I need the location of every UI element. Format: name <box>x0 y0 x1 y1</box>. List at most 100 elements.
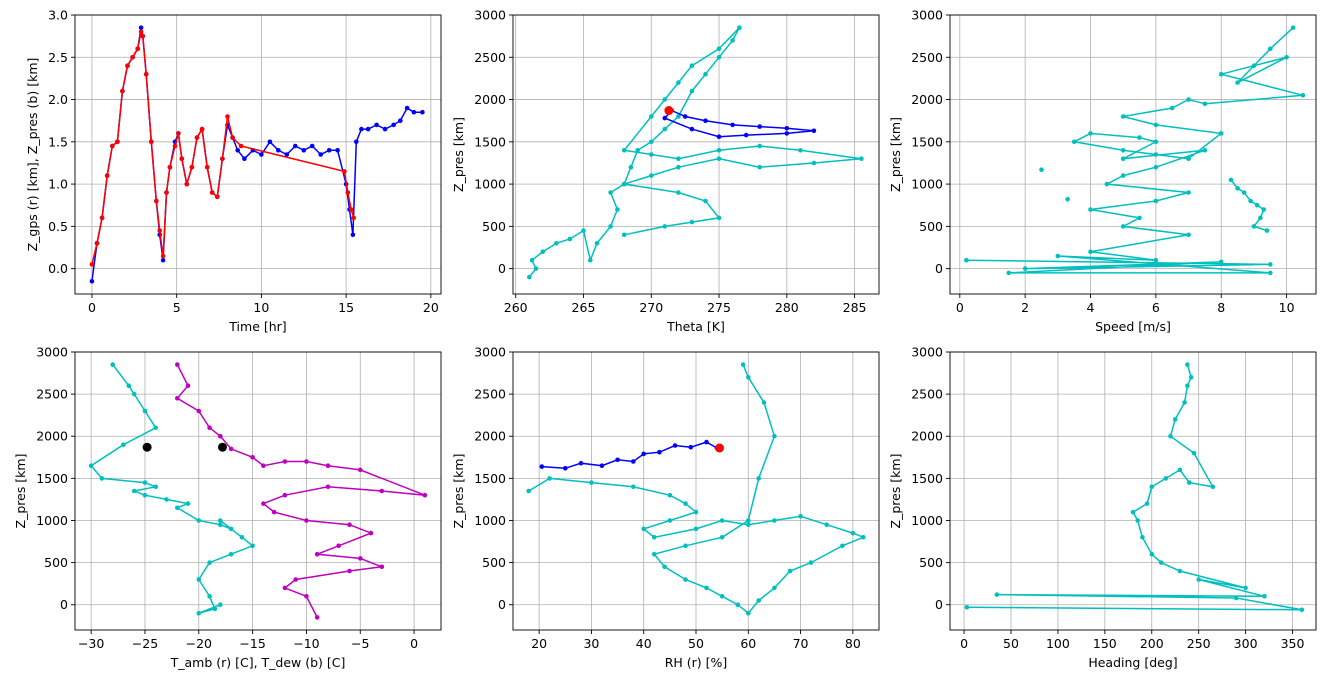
series-1-point <box>588 257 593 263</box>
series-1-point <box>761 400 767 405</box>
series-2-point <box>342 169 347 174</box>
series-1-point <box>594 241 600 246</box>
series-1-point <box>740 362 746 367</box>
series-1-point <box>207 560 212 565</box>
series-2-point <box>314 615 320 620</box>
x-tick-label: 275 <box>707 300 731 315</box>
series-2-point <box>348 207 354 212</box>
series-1-point <box>142 492 148 498</box>
y-tick-label: 3000 <box>474 345 506 360</box>
series-1-point <box>1290 25 1296 31</box>
series-1-point <box>1153 152 1159 157</box>
y-axis-label: Z_pres [km] <box>13 454 28 529</box>
series-1-point <box>391 122 396 128</box>
series-1-point <box>1163 476 1169 481</box>
series-1-point <box>589 480 594 485</box>
series-1-point <box>756 476 761 481</box>
series-1-point <box>1218 131 1224 136</box>
x-tick-label: −10 <box>293 636 319 651</box>
series-1-point <box>859 156 864 161</box>
series-1-point <box>374 122 379 128</box>
series-1-point <box>1169 105 1175 111</box>
series-1-point <box>635 148 640 153</box>
y-tick-label: 3000 <box>474 8 506 23</box>
series-2-point <box>110 143 115 149</box>
x-tick-label: 4 <box>1087 300 1095 315</box>
series-1-point <box>1140 535 1145 540</box>
series-1-point <box>239 535 245 540</box>
plot-area <box>88 362 428 620</box>
series-1-point <box>1191 450 1197 456</box>
series-1-point <box>1153 198 1159 204</box>
series-2-point <box>422 492 428 498</box>
series-1-point <box>382 126 388 132</box>
series-1-point <box>1104 181 1110 187</box>
series-2-point <box>94 241 100 246</box>
series-1-point <box>207 594 212 599</box>
series-2-point <box>184 181 190 187</box>
series-1-point <box>746 610 751 616</box>
y-tick-label: 1500 <box>911 134 943 149</box>
plot-area <box>526 362 866 616</box>
series-1-point <box>131 488 137 494</box>
series-1-point <box>772 518 777 523</box>
axes-frame <box>949 14 1317 295</box>
series-2-point <box>304 518 309 523</box>
series-2-point <box>1235 186 1240 191</box>
series-2-point <box>282 459 288 464</box>
series-2-point <box>125 63 130 68</box>
series-2-point <box>220 156 225 161</box>
series-1-point <box>527 274 532 280</box>
series-1-point <box>160 257 166 263</box>
series-1-point <box>746 522 751 527</box>
y-axis-label: Z_pres [km] <box>451 454 466 529</box>
x-tick-label: 270 <box>639 300 663 315</box>
y-axis-label: Z_pres [km] <box>888 117 903 192</box>
series-3-point <box>715 443 724 453</box>
y-tick-label: 2.5 <box>48 50 68 65</box>
series-1-point <box>649 114 654 119</box>
series-1-point <box>1187 480 1192 485</box>
y-tick-label: 1500 <box>474 471 506 486</box>
series-1-point <box>693 509 699 515</box>
y-tick-label: 2500 <box>911 387 943 402</box>
series-1-point <box>301 148 307 153</box>
series-1-point <box>662 97 668 102</box>
series-1-point <box>1268 262 1273 267</box>
y-tick-label: 500 <box>919 555 943 570</box>
series-1-point <box>1071 139 1077 145</box>
series-1-point <box>683 501 688 506</box>
series-2-point <box>379 488 385 494</box>
series-2-point <box>1228 177 1234 183</box>
y-tick-label: 3000 <box>911 345 943 360</box>
series-3-point <box>664 106 674 115</box>
series-1-point <box>131 391 137 397</box>
series-1-point <box>142 408 148 414</box>
series-1-point <box>1186 190 1191 195</box>
x-tick-label: 0 <box>410 636 418 651</box>
series-1-point <box>1149 484 1155 490</box>
series-2-point <box>218 433 223 439</box>
series-2-point <box>1241 190 1247 195</box>
series-2-point <box>271 509 277 515</box>
x-axis-label: Time [hr] <box>228 319 286 334</box>
series-1-point <box>798 148 803 153</box>
series-1-point <box>716 55 722 60</box>
series-1-point <box>689 88 695 94</box>
y-tick-label: 1000 <box>36 513 68 528</box>
series-1-point <box>1172 417 1178 422</box>
series-2-line <box>176 364 426 618</box>
series-1-point <box>703 198 708 204</box>
series-2-line <box>663 109 814 138</box>
series-3-point <box>142 442 152 452</box>
series-1-point <box>1243 585 1248 591</box>
subplot-6: 0 50 100 150 200 250 300 350 0 500 1000 1500 2000 250… <box>888 345 1317 670</box>
x-tick-label: 200 <box>1140 636 1164 651</box>
series-1-point <box>142 480 148 485</box>
series-1-point <box>689 63 695 68</box>
series-1-point <box>533 266 539 271</box>
series-1-point <box>1196 577 1201 582</box>
axes-frame <box>74 351 442 631</box>
series-2-point <box>358 556 363 561</box>
series-1-point <box>1168 433 1173 439</box>
